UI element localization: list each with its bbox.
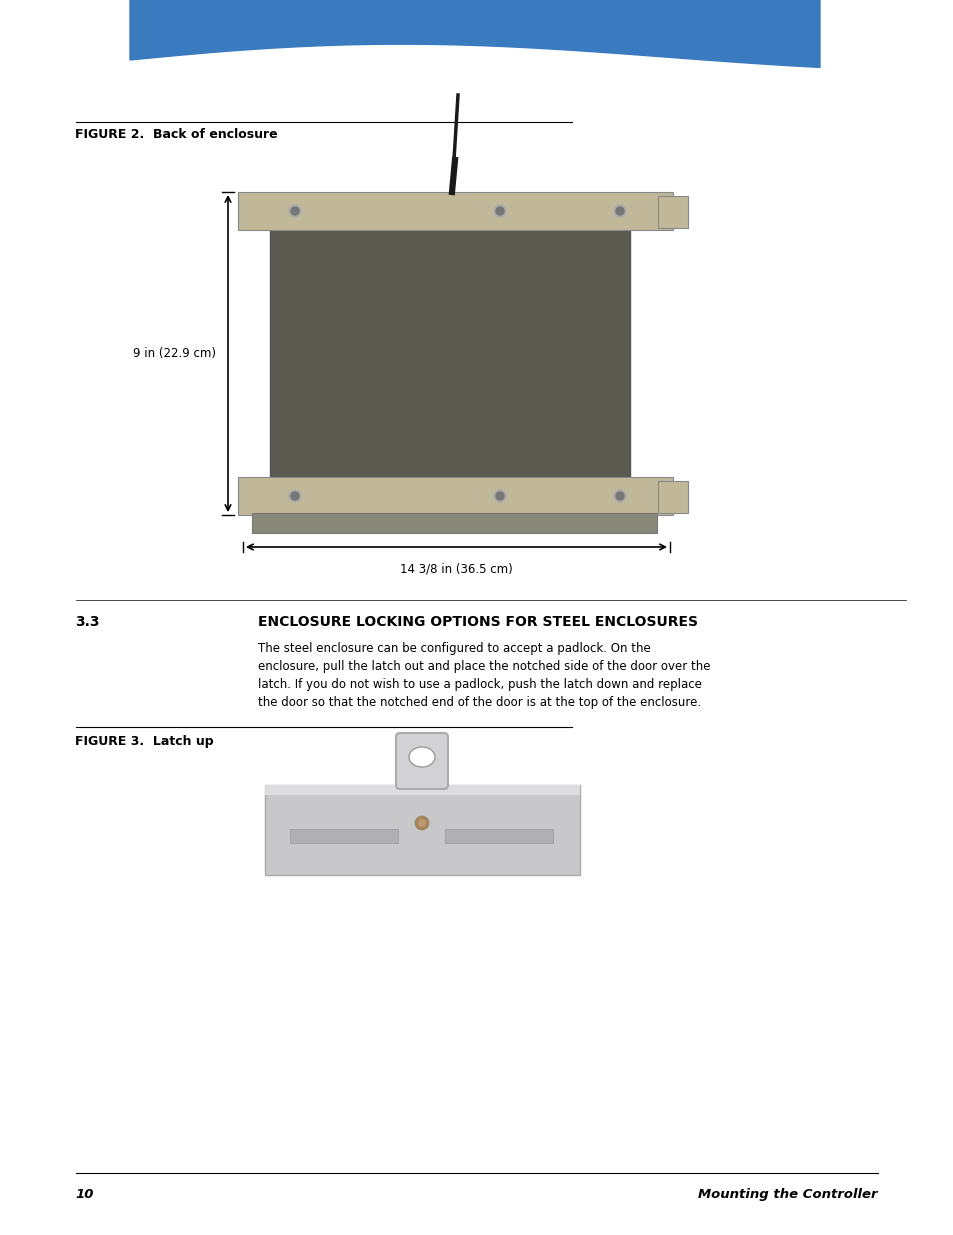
Bar xyxy=(444,829,553,844)
Bar xyxy=(237,191,672,230)
Text: 3.3: 3.3 xyxy=(75,615,99,629)
Bar xyxy=(658,196,687,228)
Text: Mounting the Controller: Mounting the Controller xyxy=(698,1188,877,1200)
Circle shape xyxy=(291,207,298,215)
Bar xyxy=(237,477,672,515)
Circle shape xyxy=(415,816,429,830)
Text: 14 3/8 in (36.5 cm): 14 3/8 in (36.5 cm) xyxy=(399,563,512,576)
Circle shape xyxy=(616,492,623,500)
Circle shape xyxy=(417,819,426,827)
Circle shape xyxy=(616,207,623,215)
Circle shape xyxy=(494,205,505,217)
Text: enclosure, pull the latch out and place the notched side of the door over the: enclosure, pull the latch out and place … xyxy=(257,659,710,673)
Bar xyxy=(265,785,579,795)
Circle shape xyxy=(494,490,505,501)
Text: 9 in (22.9 cm): 9 in (22.9 cm) xyxy=(132,347,215,361)
Circle shape xyxy=(289,490,301,501)
Circle shape xyxy=(614,205,625,217)
Bar xyxy=(290,829,397,844)
Text: FIGURE 3.  Latch up: FIGURE 3. Latch up xyxy=(75,735,213,748)
Bar xyxy=(658,480,687,513)
Text: FIGURE 2.  Back of enclosure: FIGURE 2. Back of enclosure xyxy=(75,128,277,141)
Polygon shape xyxy=(130,0,820,68)
FancyBboxPatch shape xyxy=(395,734,448,789)
Text: The steel enclosure can be configured to accept a padlock. On the: The steel enclosure can be configured to… xyxy=(257,642,650,655)
Circle shape xyxy=(614,490,625,501)
Bar xyxy=(265,785,579,876)
Ellipse shape xyxy=(409,747,435,767)
Text: latch. If you do not wish to use a padlock, push the latch down and replace: latch. If you do not wish to use a padlo… xyxy=(257,678,701,692)
Circle shape xyxy=(496,207,503,215)
Bar xyxy=(270,220,629,490)
Circle shape xyxy=(289,205,301,217)
Circle shape xyxy=(496,492,503,500)
Text: ENCLOSURE LOCKING OPTIONS FOR STEEL ENCLOSURES: ENCLOSURE LOCKING OPTIONS FOR STEEL ENCL… xyxy=(257,615,698,629)
Circle shape xyxy=(291,492,298,500)
Text: the door so that the notched end of the door is at the top of the enclosure.: the door so that the notched end of the … xyxy=(257,697,700,709)
Bar xyxy=(252,513,657,534)
Text: 10: 10 xyxy=(75,1188,93,1200)
